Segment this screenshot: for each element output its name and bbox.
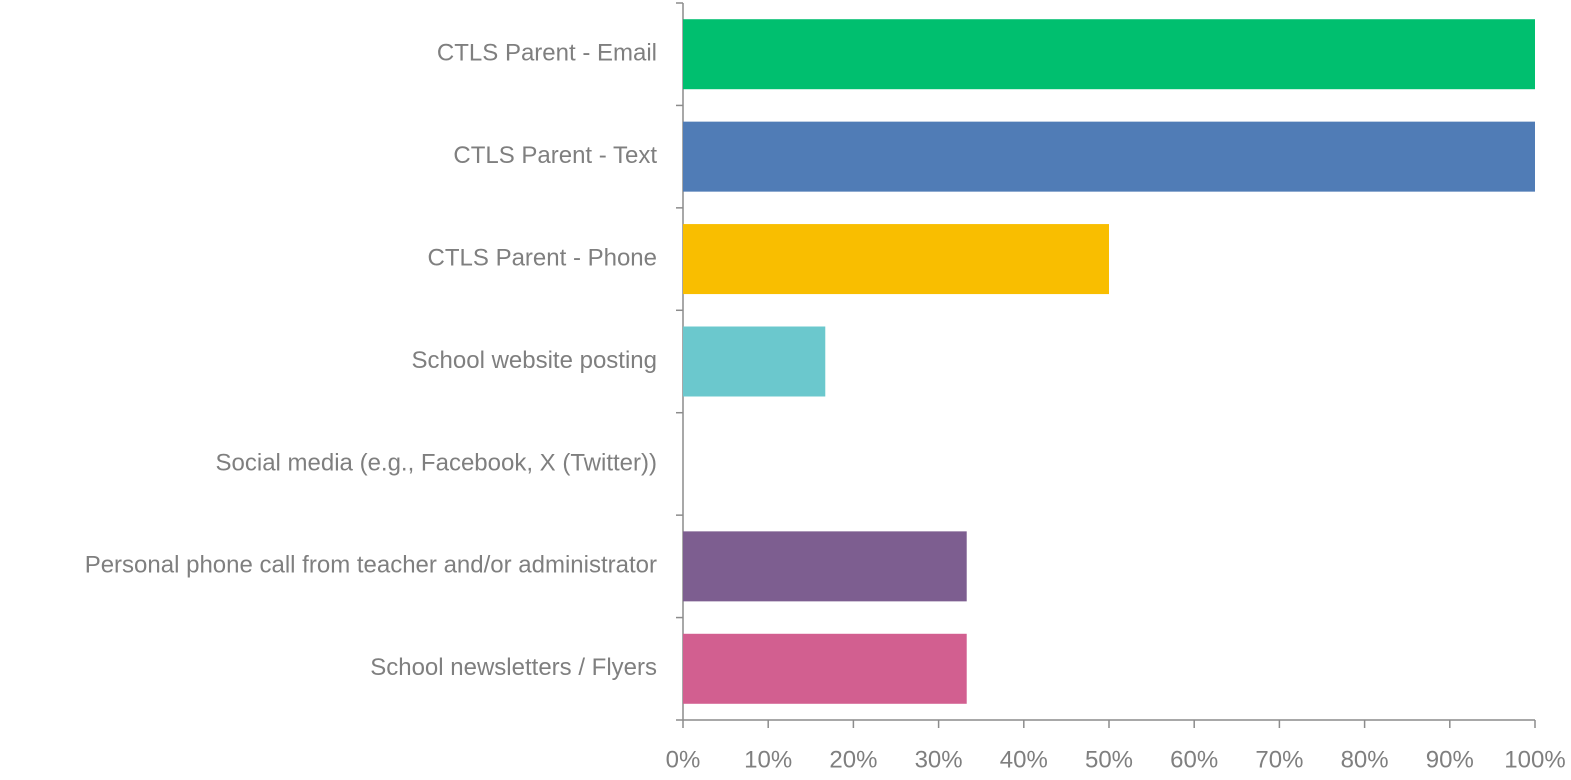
- y-tick-label: CTLS Parent - Email: [437, 40, 657, 67]
- bar: [683, 633, 967, 704]
- x-tick-label: 30%: [915, 746, 963, 773]
- bar: [683, 19, 1535, 90]
- y-tick-label: CTLS Parent - Phone: [428, 244, 657, 271]
- y-tick-label: Personal phone call from teacher and/or …: [85, 552, 657, 579]
- x-tick-label: 40%: [1000, 746, 1048, 773]
- x-tick-label: 0%: [666, 746, 701, 773]
- y-tick-label: School website posting: [412, 347, 657, 374]
- x-tick-label: 10%: [744, 746, 792, 773]
- x-tick-label: 80%: [1341, 746, 1389, 773]
- y-tick-label: CTLS Parent - Text: [453, 142, 657, 169]
- x-tick-label: 70%: [1255, 746, 1303, 773]
- x-tick-label: 100%: [1504, 746, 1565, 773]
- y-tick-label: School newsletters / Flyers: [370, 654, 657, 681]
- y-tick-label: Social media (e.g., Facebook, X (Twitter…: [216, 449, 658, 476]
- bar: [683, 531, 967, 602]
- x-tick-label: 20%: [829, 746, 877, 773]
- x-tick-label: 90%: [1426, 746, 1474, 773]
- bar: [683, 121, 1535, 192]
- x-tick-label: 50%: [1085, 746, 1133, 773]
- x-tick-label: 60%: [1170, 746, 1218, 773]
- bar: [683, 326, 826, 397]
- bar: [683, 224, 1109, 295]
